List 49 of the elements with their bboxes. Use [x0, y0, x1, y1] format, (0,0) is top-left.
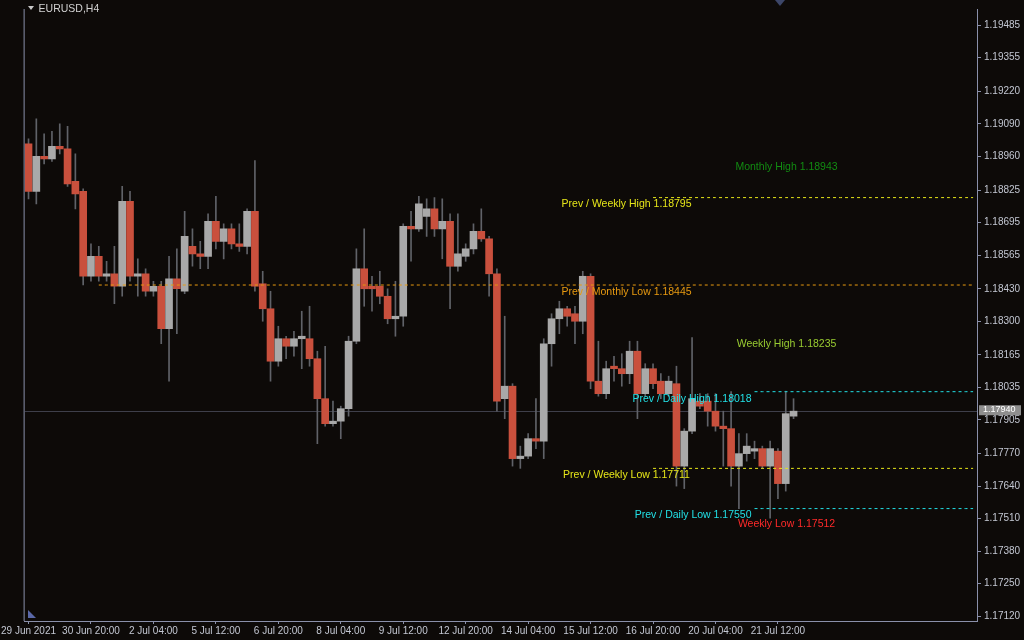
y-tick-label: 1.17380	[984, 544, 1021, 556]
y-tick-label: 1.17905	[984, 413, 1021, 425]
annotation: Monthly High 1.18943	[735, 159, 838, 172]
y-tick-label: 1.18565	[984, 248, 1021, 260]
y-tick-label: 1.17510	[984, 512, 1021, 524]
candlestick	[133, 258, 142, 297]
annotation: Weekly High 1.18235	[736, 336, 837, 349]
y-tick-label: 1.19355	[984, 51, 1021, 63]
series-label: Prev / Weekly High 1.18795	[561, 197, 692, 210]
y-tick-label: 1.17120	[984, 609, 1021, 621]
x-tick-label: 29 Jun 2021	[0, 624, 57, 636]
candlestick	[173, 248, 181, 335]
candlestick	[532, 398, 540, 449]
y-tick-label: 1.18430	[984, 282, 1021, 294]
candlestick	[55, 123, 64, 155]
candlestick	[329, 400, 337, 427]
x-tick-label: 21 Jul 12:00	[750, 624, 806, 636]
y-tick-label: 1.17770	[984, 447, 1021, 459]
candlestick	[407, 211, 415, 262]
x-tick-label: 9 Jul 12:00	[378, 624, 429, 636]
y-tick-label: 1.18960	[984, 150, 1021, 162]
y-tick-label: 1.19220	[984, 85, 1021, 97]
x-tick-label: 6 Jul 20:00	[253, 624, 304, 636]
y-tick-label: 1.19485	[984, 18, 1021, 30]
y-tick-label: 1.18035	[984, 381, 1021, 393]
x-tick-label: 5 Jul 12:00	[191, 624, 241, 636]
x-tick-label: 20 Jul 04:00	[688, 624, 744, 636]
y-tick-label: 1.18825	[984, 183, 1021, 195]
x-tick-label: 14 Jul 04:00	[500, 624, 556, 636]
y-tick-label: 1.18300	[984, 314, 1021, 326]
x-tick-label: 2 Jul 04:00	[128, 624, 179, 636]
x-tick-label: 15 Jul 12:00	[563, 624, 619, 636]
ref-line-label: 1.17940	[983, 404, 1016, 415]
x-tick-label: 30 Jun 20:00	[62, 624, 121, 636]
candlestick	[516, 445, 525, 469]
candlestick	[766, 440, 774, 519]
x-tick-label: 8 Jul 04:00	[316, 624, 366, 636]
y-tick-label: 1.18165	[984, 348, 1021, 360]
y-tick-label: 1.18695	[984, 216, 1021, 228]
chart-title: EURUSD,H4	[38, 2, 100, 14]
x-tick-label: 12 Jul 20:00	[438, 624, 494, 636]
candlestick	[40, 133, 48, 165]
y-tick-label: 1.17640	[984, 479, 1021, 491]
candlestick	[438, 198, 447, 260]
candlestick	[500, 315, 509, 419]
series-label: Prev / Weekly Low 1.17711	[563, 468, 691, 481]
y-tick-label: 1.19090	[984, 117, 1021, 129]
x-tick-label: 16 Jul 20:00	[625, 624, 681, 636]
y-tick-label: 1.17250	[984, 577, 1021, 589]
